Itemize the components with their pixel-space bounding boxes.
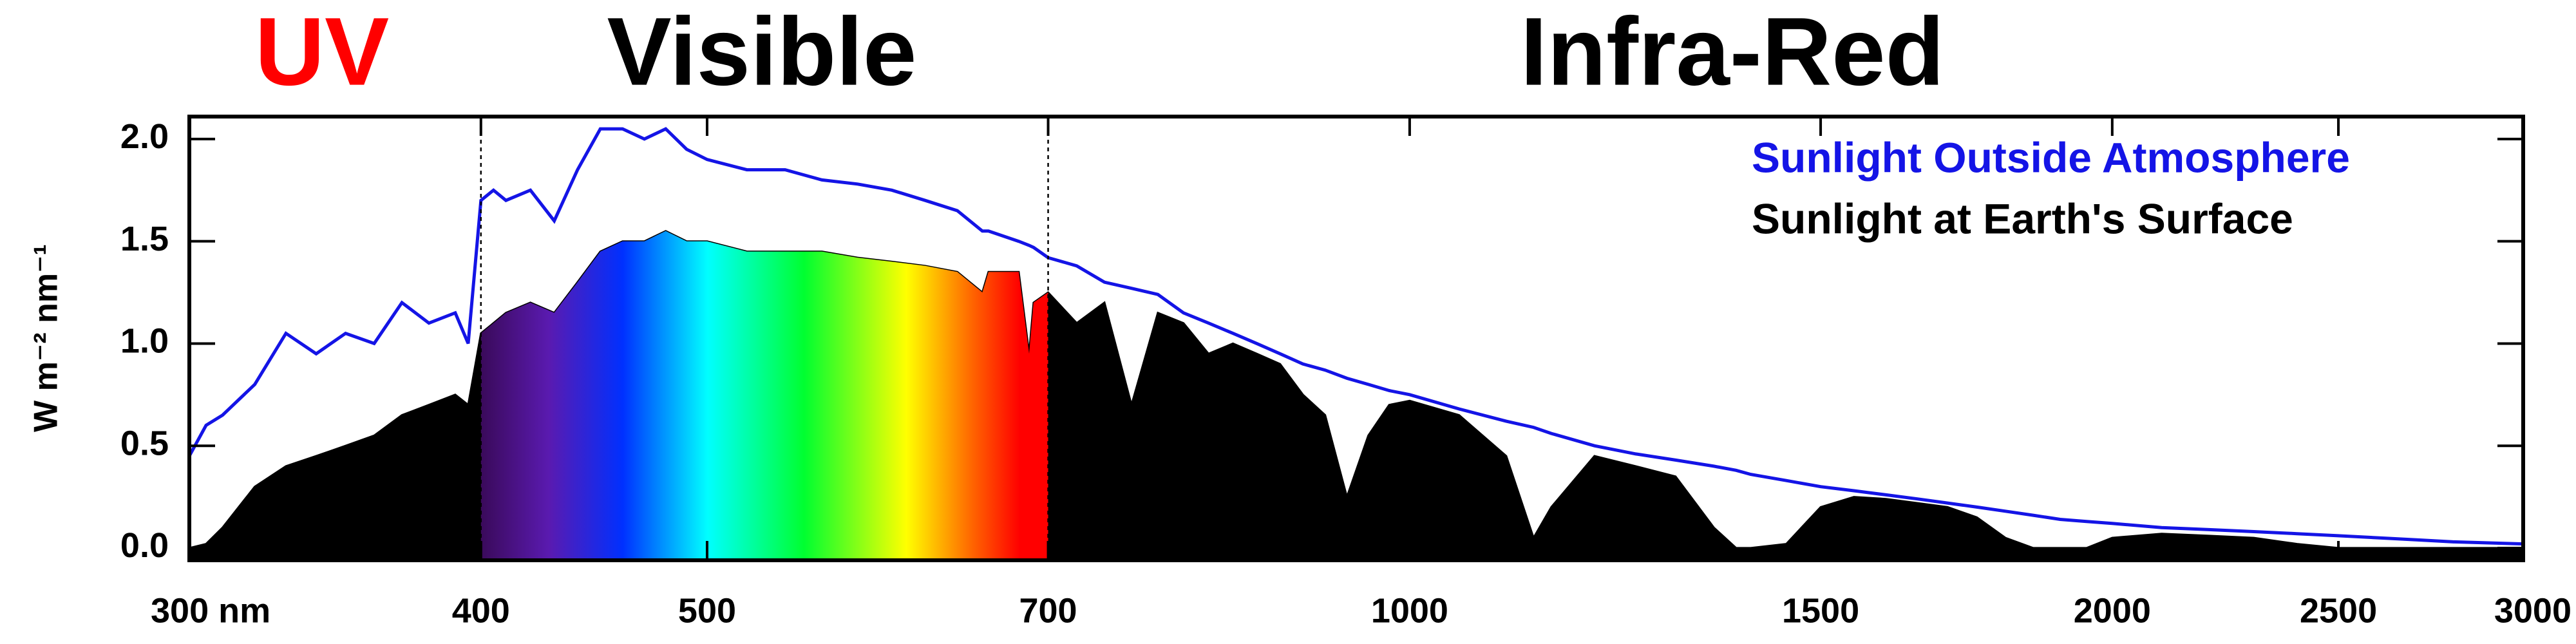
y-axis-label: W m⁻² nm⁻¹: [28, 244, 65, 432]
x-tick-label: 700: [1019, 591, 1077, 630]
y-tick-label: 0.0: [120, 526, 169, 565]
x-tick-label: 3000: [2494, 591, 2571, 630]
y-tick-label: 2.0: [120, 117, 169, 156]
region-label: UV: [255, 0, 389, 106]
x-tick-label: 400: [452, 591, 510, 630]
x-tick-label: 1500: [1782, 591, 1859, 630]
region-label: Infra-Red: [1520, 0, 1944, 106]
plot-frame: [187, 115, 2525, 562]
y-tick-label: 1.0: [120, 322, 169, 361]
x-tick-label: 2500: [2300, 591, 2377, 630]
x-tick-label: 1000: [1371, 591, 1448, 630]
x-tick-label: 2000: [2074, 591, 2151, 630]
y-tick-label: 1.5: [120, 220, 169, 258]
region-label: Visible: [607, 0, 917, 106]
visible-gradient: [480, 231, 1048, 560]
outside-line: [187, 127, 2524, 546]
x-tick-label: 500: [678, 591, 736, 630]
legend-entry: Sunlight Outside Atmosphere: [1752, 133, 2350, 181]
legend-entry: Sunlight at Earth's Surface: [1752, 194, 2293, 242]
x-tick-label: 300 nm: [151, 591, 270, 630]
y-tick-label: 0.5: [120, 424, 169, 462]
